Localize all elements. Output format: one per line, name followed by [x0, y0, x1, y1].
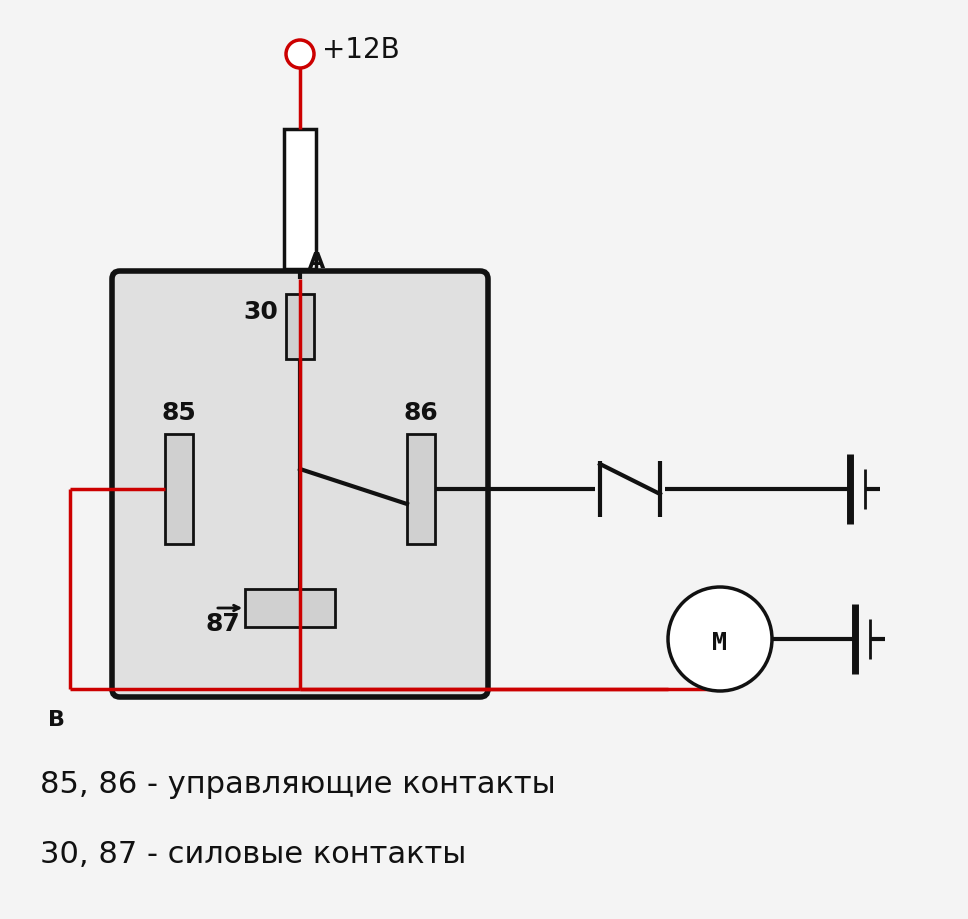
Text: 85, 86 - управляющие контакты: 85, 86 - управляющие контакты [40, 769, 556, 798]
Text: 30: 30 [243, 300, 278, 323]
Circle shape [668, 587, 772, 691]
Text: 85: 85 [162, 401, 197, 425]
Bar [245, 589, 335, 628]
Bar [407, 435, 435, 544]
Circle shape [286, 41, 314, 69]
Bar [165, 435, 193, 544]
Text: B: B [48, 709, 65, 729]
Text: 87: 87 [205, 611, 240, 635]
FancyBboxPatch shape [112, 272, 488, 698]
Text: 86: 86 [404, 401, 439, 425]
Bar [286, 295, 314, 359]
Text: +12В: +12В [322, 36, 400, 64]
Text: M: M [712, 630, 728, 654]
Bar [284, 130, 316, 269]
Text: A: A [308, 252, 325, 272]
Text: 30, 87 - силовые контакты: 30, 87 - силовые контакты [40, 839, 467, 868]
